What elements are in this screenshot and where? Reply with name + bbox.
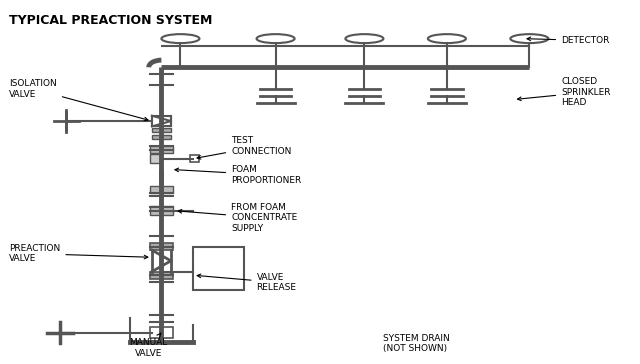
Bar [193,246,244,289]
Bar [150,154,161,163]
Ellipse shape [428,34,466,43]
Bar [150,327,173,338]
Bar [152,116,171,126]
Bar [150,206,173,215]
Ellipse shape [510,34,548,43]
Text: TYPICAL PREACTION SYSTEM: TYPICAL PREACTION SYSTEM [9,13,212,27]
Ellipse shape [346,34,383,43]
Ellipse shape [257,34,294,43]
Text: FROM FOAM
CONCENTRATE
SUPPLY: FROM FOAM CONCENTRATE SUPPLY [178,203,298,233]
Text: DETECTOR: DETECTOR [527,36,609,45]
Text: ISOLATION
VALVE: ISOLATION VALVE [9,79,148,121]
Text: VALVE
RELEASE: VALVE RELEASE [197,273,296,292]
Text: SYSTEM DRAIN
(NOT SHOWN): SYSTEM DRAIN (NOT SHOWN) [383,333,450,353]
Text: FOAM
PROPORTIONER: FOAM PROPORTIONER [175,165,301,185]
Text: CLOSED
SPRINKLER
HEAD: CLOSED SPRINKLER HEAD [518,78,611,107]
Text: PREACTION
VALVE: PREACTION VALVE [9,244,148,264]
Bar [152,128,171,132]
Text: MANUAL
VALVE: MANUAL VALVE [129,333,168,358]
Text: TEST
CONNECTION: TEST CONNECTION [197,136,292,159]
Bar [150,243,173,250]
Bar [150,272,173,279]
Bar [150,146,173,153]
Ellipse shape [161,34,200,43]
Bar [190,155,200,162]
Bar [150,186,173,193]
Bar [152,135,171,139]
